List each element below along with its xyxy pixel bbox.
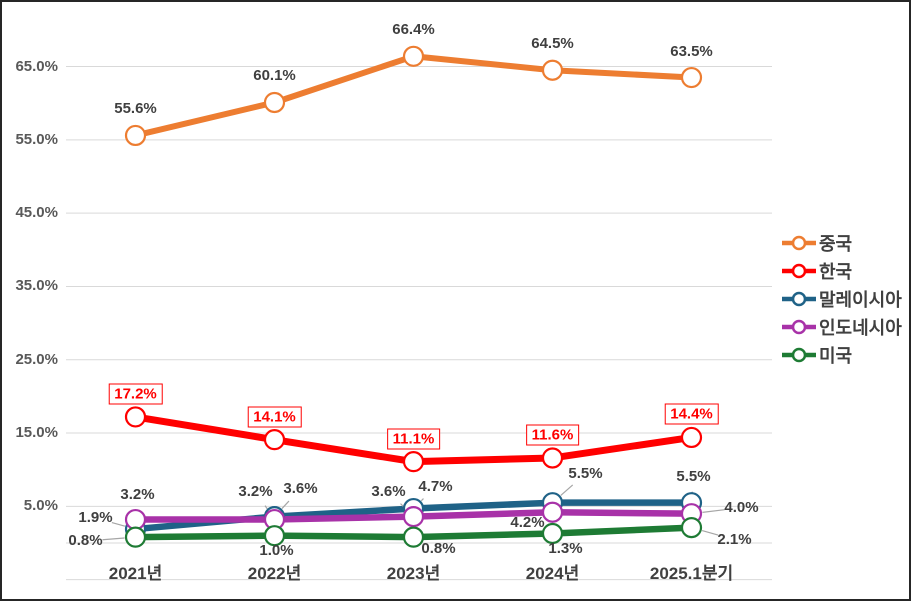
legend-marker-icon bbox=[782, 235, 816, 251]
data-label: 11.6% bbox=[525, 424, 580, 446]
x-category-label: 2023년 bbox=[386, 564, 441, 583]
marker-0-1 bbox=[263, 91, 286, 114]
y-tick-label: 55.0% bbox=[15, 130, 58, 148]
data-label: 60.1% bbox=[253, 67, 296, 85]
data-label: 14.4% bbox=[664, 403, 719, 425]
marker-3-2 bbox=[402, 506, 425, 528]
marker-4-4 bbox=[680, 517, 703, 539]
legend-marker-icon bbox=[782, 291, 816, 307]
marker-1-2 bbox=[402, 451, 425, 473]
label-leader-line bbox=[702, 509, 725, 513]
data-label: 1.3% bbox=[548, 540, 583, 558]
marker-4-1 bbox=[263, 525, 286, 547]
data-label: 3.6% bbox=[283, 479, 318, 497]
marker-4-3 bbox=[541, 522, 564, 545]
marker-0-2 bbox=[402, 45, 425, 67]
marker-0-3 bbox=[541, 59, 564, 81]
data-label: 2.1% bbox=[717, 530, 752, 548]
legend-marker-icon bbox=[782, 347, 816, 363]
legend-label: 한국 bbox=[819, 262, 853, 282]
legend-item-4: 미국 bbox=[781, 341, 902, 369]
x-category-label: 2022년 bbox=[247, 564, 302, 583]
data-label: 0.8% bbox=[68, 532, 103, 550]
data-label: 66.4% bbox=[392, 21, 435, 39]
x-category-label: 2021년 bbox=[108, 564, 163, 583]
label-leader-line bbox=[111, 522, 126, 527]
legend-label: 중국 bbox=[819, 234, 853, 254]
data-label: 4.0% bbox=[724, 498, 759, 516]
legend-label: 미국 bbox=[819, 346, 853, 366]
data-label: 63.5% bbox=[670, 42, 713, 60]
legend-marker-icon bbox=[782, 319, 816, 335]
series-line-0 bbox=[132, 53, 695, 139]
data-label: 1.0% bbox=[259, 541, 294, 559]
label-leader-line bbox=[102, 537, 125, 541]
legend-item-0: 중국 bbox=[781, 229, 902, 257]
legend-label: 인도네시아 bbox=[819, 318, 902, 338]
legend-label: 말레이시아 bbox=[819, 290, 902, 310]
label-leader-line bbox=[701, 529, 719, 536]
marker-1-1 bbox=[263, 429, 286, 451]
marker-3-0 bbox=[124, 508, 147, 531]
data-label: 64.5% bbox=[531, 35, 574, 53]
x-category-label: 2025.1분기 bbox=[649, 564, 734, 583]
data-label: 5.5% bbox=[676, 467, 711, 485]
label-leader-line bbox=[560, 484, 574, 496]
marker-3-3 bbox=[541, 501, 564, 523]
data-label: 0.8% bbox=[421, 540, 456, 558]
data-label: 11.1% bbox=[386, 428, 441, 450]
data-label: 17.2% bbox=[108, 383, 163, 405]
marker-4-2 bbox=[402, 526, 425, 548]
y-tick-label: 45.0% bbox=[15, 204, 58, 222]
y-tick-label: 15.0% bbox=[15, 424, 58, 442]
data-label: 3.2% bbox=[238, 482, 273, 500]
marker-1-0 bbox=[124, 406, 147, 428]
data-label: 3.2% bbox=[120, 485, 155, 503]
data-label: 4.2% bbox=[510, 514, 545, 532]
marker-1-3 bbox=[541, 447, 564, 469]
marker-4-0 bbox=[124, 526, 147, 548]
label-leader-line bbox=[281, 500, 290, 509]
marker-0-0 bbox=[124, 124, 147, 147]
data-label: 3.6% bbox=[371, 482, 406, 500]
y-tick-label: 25.0% bbox=[15, 350, 58, 368]
legend-item-1: 한국 bbox=[781, 257, 902, 285]
y-tick-label: 65.0% bbox=[15, 57, 58, 75]
label-leader-line bbox=[420, 498, 424, 502]
y-tick-label: 35.0% bbox=[15, 277, 58, 295]
data-label: 4.7% bbox=[418, 477, 453, 495]
legend-item-2: 말레이시아 bbox=[781, 285, 902, 313]
data-label: 5.5% bbox=[568, 464, 603, 482]
marker-0-4 bbox=[680, 66, 703, 89]
data-label: 14.1% bbox=[247, 406, 302, 428]
x-category-label: 2024년 bbox=[525, 564, 580, 583]
legend-item-3: 인도네시아 bbox=[781, 313, 902, 341]
legend-marker-icon bbox=[782, 263, 816, 279]
marker-1-4 bbox=[680, 426, 703, 449]
data-label: 1.9% bbox=[78, 509, 113, 527]
data-label: 55.6% bbox=[114, 100, 157, 118]
y-tick-label: 5.0% bbox=[23, 497, 58, 515]
